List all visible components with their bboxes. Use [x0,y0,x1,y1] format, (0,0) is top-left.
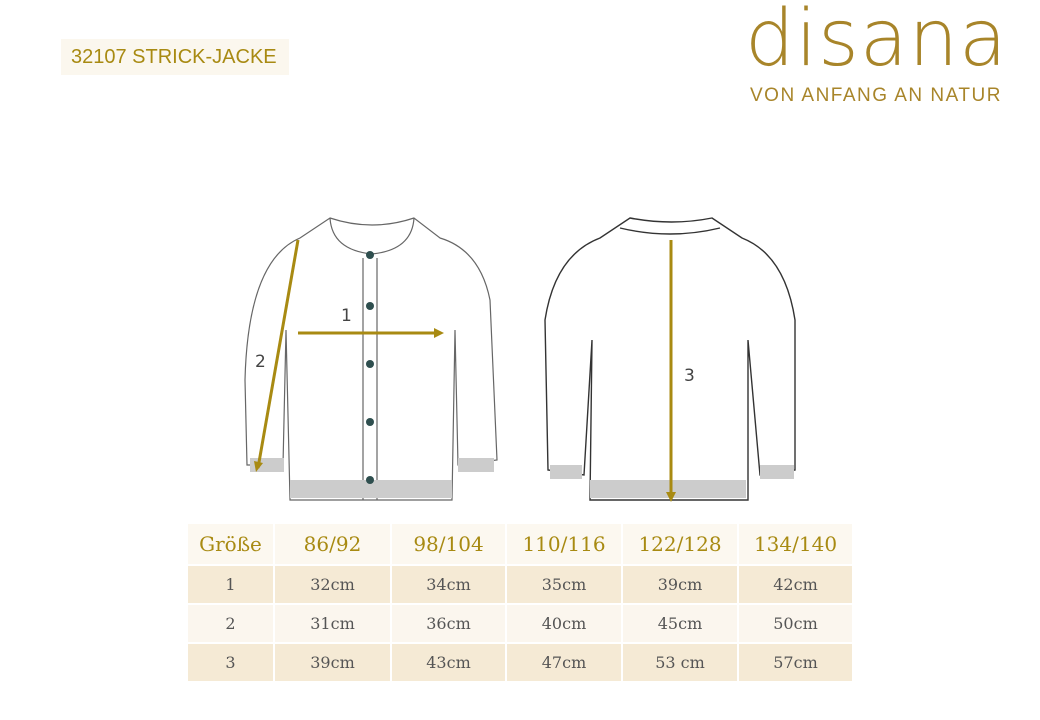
measure-label-3: 3 [684,366,695,386]
size-table: Größe 86/92 98/104 110/116 122/128 134/1… [188,524,854,683]
table-cell: 34cm [391,565,507,605]
table-cell: 36cm [391,604,507,644]
table-cell: 53 cm [622,643,739,683]
product-title: 32107 STRICK-JACKE [61,39,289,75]
table-cell: 50cm [738,604,854,644]
jacket-diagrams: 1 2 3 [244,217,796,502]
row-label: 3 [188,643,275,683]
table-row: 1 32cm 34cm 35cm 39cm 42cm [188,565,854,605]
header-col: 86/92 [274,524,392,566]
brand-logo: disana VON ANFANG AN NATUR [745,0,1020,108]
table-cell: 31cm [274,604,392,644]
header-col: 98/104 [391,524,507,566]
table-row: 3 39cm 43cm 47cm 53 cm 57cm [188,643,854,683]
table-cell: 39cm [274,643,392,683]
table-cell: 39cm [622,565,739,605]
table-cell: 47cm [506,643,623,683]
table-cell: 43cm [391,643,507,683]
logo-tagline: VON ANFANG AN NATUR [750,85,1002,106]
table-header-row: Größe 86/92 98/104 110/116 122/128 134/1… [188,524,854,566]
measure-label-2: 2 [255,352,266,372]
table-cell: 45cm [622,604,739,644]
table-cell: 40cm [506,604,623,644]
logo-wordmark: disana [745,0,1008,84]
table-cell: 35cm [506,565,623,605]
row-label: 1 [188,565,275,605]
measurement-arrows [254,239,676,502]
header-col: 122/128 [622,524,739,566]
measure-line-2 [256,239,300,469]
jacket-front-drawing [244,217,498,501]
header-col: 110/116 [506,524,623,566]
header-size: Größe [188,524,275,566]
row-label: 2 [188,604,275,644]
table-row: 2 31cm 36cm 40cm 45cm 50cm [188,604,854,644]
measure-label-1: 1 [341,306,352,326]
table-cell: 42cm [738,565,854,605]
table-cell: 57cm [738,643,854,683]
table-cell: 32cm [274,565,392,605]
header-col: 134/140 [738,524,854,566]
